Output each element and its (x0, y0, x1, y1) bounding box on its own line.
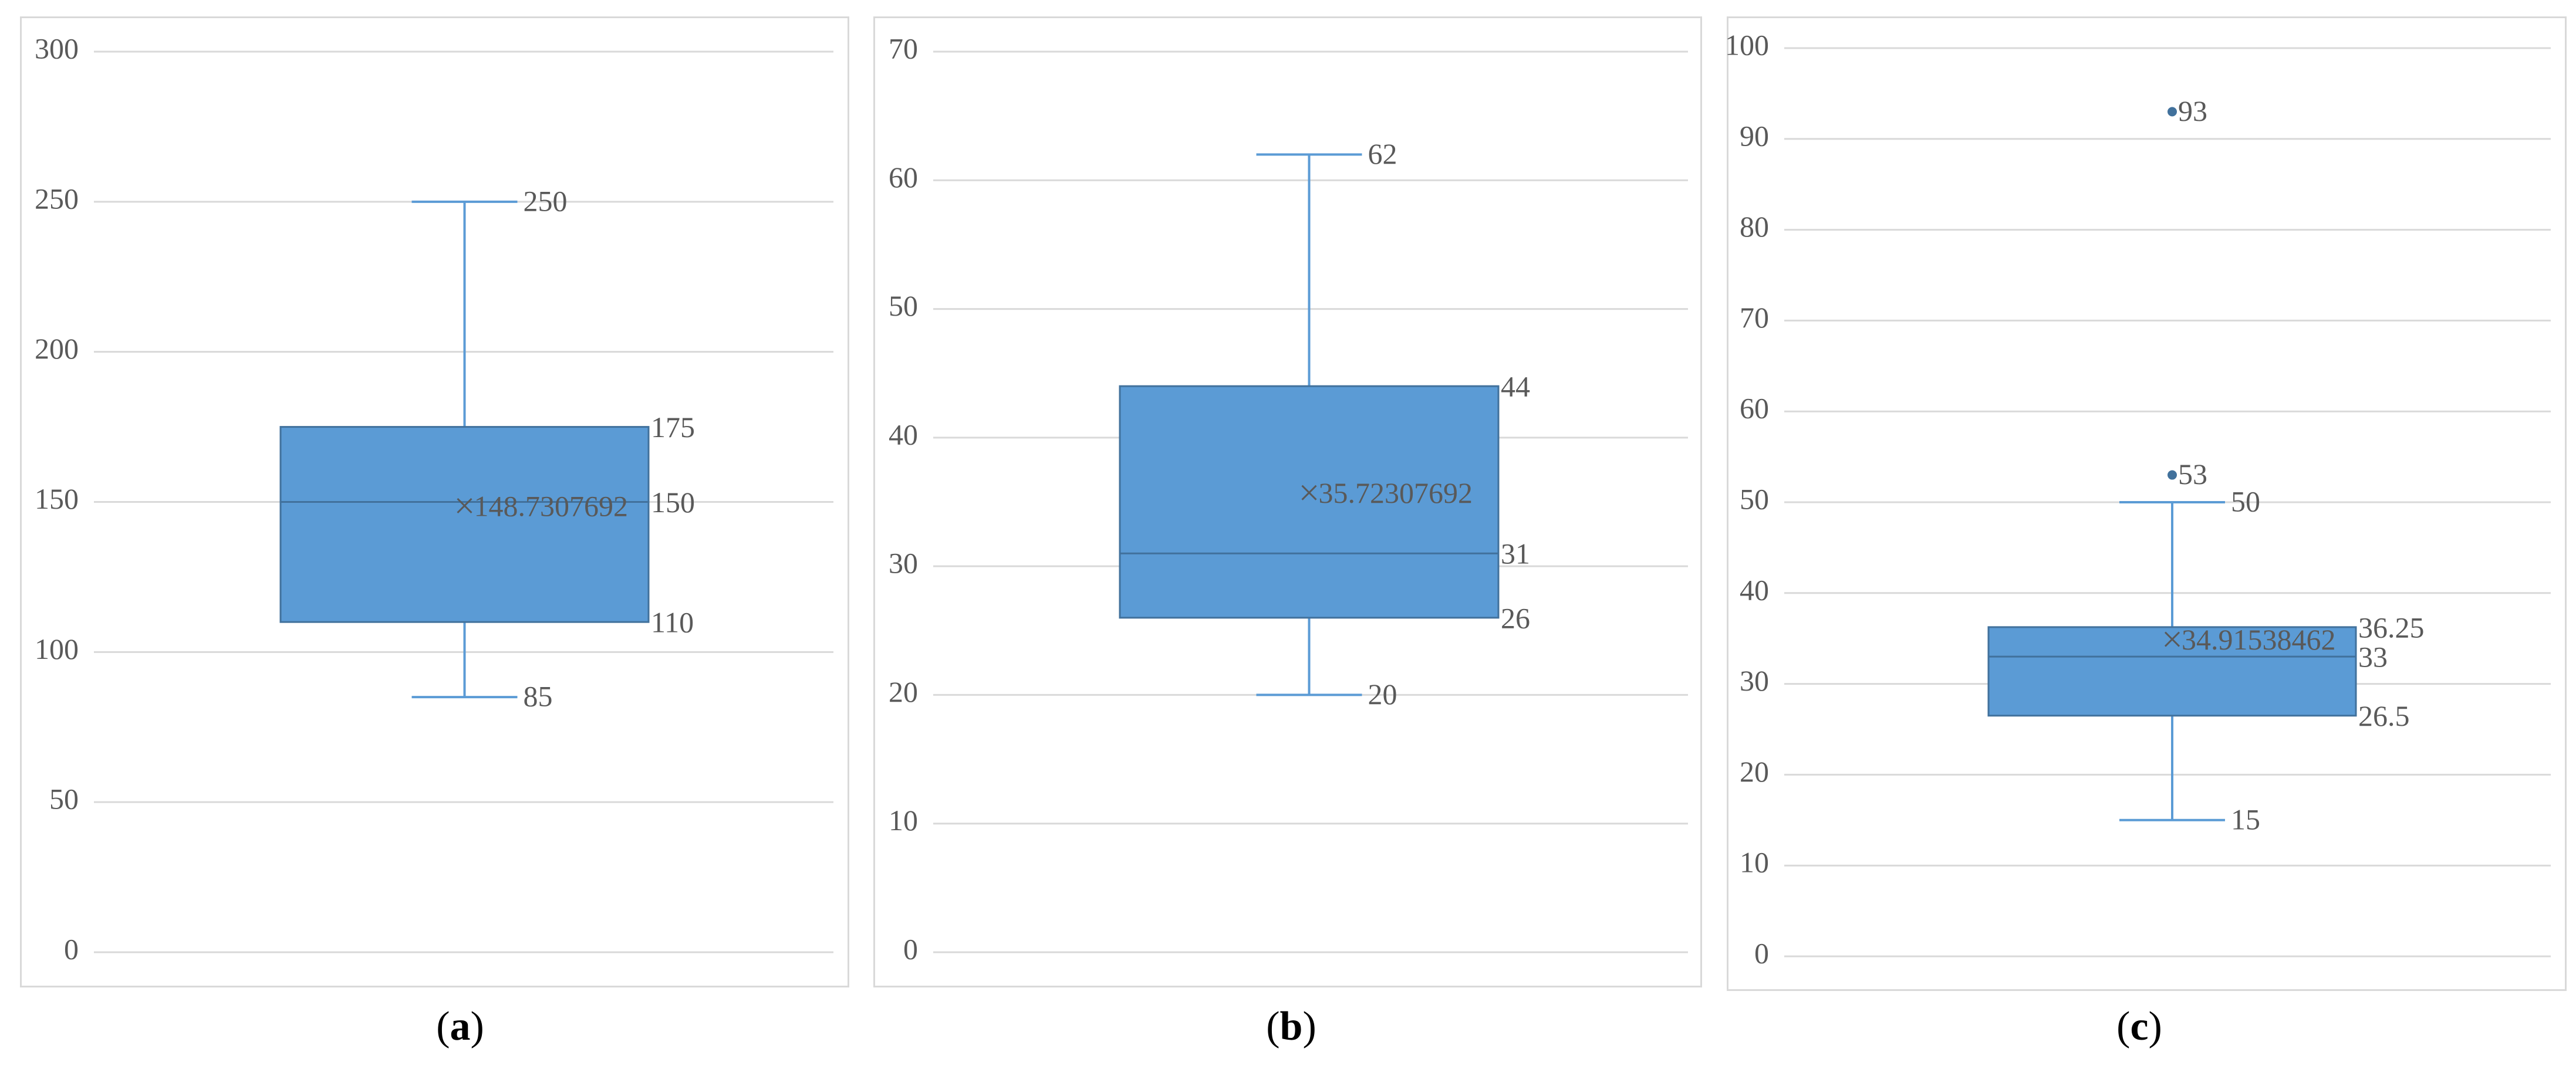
panel-b-y-tick-label: 70 (889, 32, 918, 65)
panel-a-y-tick-label: 50 (49, 783, 79, 816)
panel-b-max-label: 62 (1368, 137, 1397, 170)
panel-b-iqr-box (1119, 385, 1500, 619)
panel-c-y-tick-label: 80 (1740, 210, 1769, 243)
panel-c-y-tick-label: 20 (1740, 755, 1769, 788)
panel-a-y-tick-label: 250 (35, 182, 79, 215)
panel-a-q3-label: 175 (651, 411, 695, 444)
panel-c-iqr-box (1987, 626, 2357, 717)
panel-c-y-tick-label: 90 (1740, 119, 1769, 152)
panel-c-mean-marker (2164, 631, 2180, 647)
panel-b-q1-label: 26 (1501, 601, 1530, 634)
panel-b-y-tick-label: 30 (889, 547, 918, 580)
panel-c-mean-label: 34.91538462 (2182, 623, 2336, 656)
panel-b-y-tick-label: 0 (903, 932, 918, 965)
panel-a-y-tick-label: 150 (35, 482, 79, 515)
panel-a-y-tick-label: 200 (35, 332, 79, 365)
panel-a-max-label: 250 (524, 184, 568, 217)
panel-a-min-label: 85 (524, 680, 553, 713)
panel-a-median-label: 150 (651, 486, 695, 519)
panel-b-y-tick-label: 50 (889, 289, 918, 322)
panel-c-y-tick-label: 100 (1725, 28, 1769, 61)
panel-b-y-tick-label: 10 (889, 804, 918, 837)
panel-c-outlier-label: 53 (2178, 458, 2207, 490)
panel-a-q1-label: 110 (651, 606, 694, 639)
panel-b-y-tick-label: 20 (889, 675, 918, 708)
panel-b-q3-label: 44 (1501, 370, 1530, 403)
panel-a-mean-marker (457, 498, 472, 514)
panel-c-frame (1727, 16, 2567, 991)
panel-a-y-tick-label: 0 (64, 932, 79, 965)
panel-b-y-tick-label: 40 (889, 418, 918, 451)
panel-b-y-tick-label: 60 (889, 161, 918, 194)
panel-a-iqr-box (279, 426, 650, 623)
caption-b: (b) (1266, 1004, 1316, 1049)
panel-c-y-tick-label: 30 (1740, 664, 1769, 697)
panel-c-y-tick-label: 70 (1740, 301, 1769, 334)
panel-c-y-tick-label: 60 (1740, 392, 1769, 425)
panel-c-q1-label: 26.5 (2358, 699, 2410, 732)
panel-c-min-label: 15 (2231, 803, 2260, 835)
panel-b-mean-marker (1301, 485, 1317, 500)
panel-c-outlier-label: 93 (2178, 94, 2207, 127)
panel-c-y-tick-label: 40 (1740, 573, 1769, 606)
panel-a-y-tick-label: 300 (35, 32, 79, 65)
panel-c-outlier-point (2168, 470, 2177, 480)
panel-b-median-label: 31 (1501, 537, 1530, 570)
panel-c-max-label: 50 (2231, 485, 2260, 517)
panel-c-y-tick-label: 10 (1740, 846, 1769, 879)
caption-c: (c) (2116, 1004, 2162, 1049)
panel-b-min-label: 20 (1368, 678, 1397, 711)
panel-c-outlier-point (2168, 107, 2177, 117)
panel-a-mean-label: 148.7307692 (474, 489, 629, 522)
panel-b-mean-label: 35.72307692 (1319, 476, 1473, 509)
caption-a: (a) (436, 1004, 484, 1049)
panel-c-y-tick-label: 50 (1740, 482, 1769, 515)
panel-a-y-tick-label: 100 (35, 632, 79, 665)
panel-c-q3-label: 36.25 (2358, 611, 2425, 644)
panel-c-median-label: 33 (2358, 641, 2388, 674)
panel-c-y-tick-label: 0 (1754, 936, 1769, 969)
